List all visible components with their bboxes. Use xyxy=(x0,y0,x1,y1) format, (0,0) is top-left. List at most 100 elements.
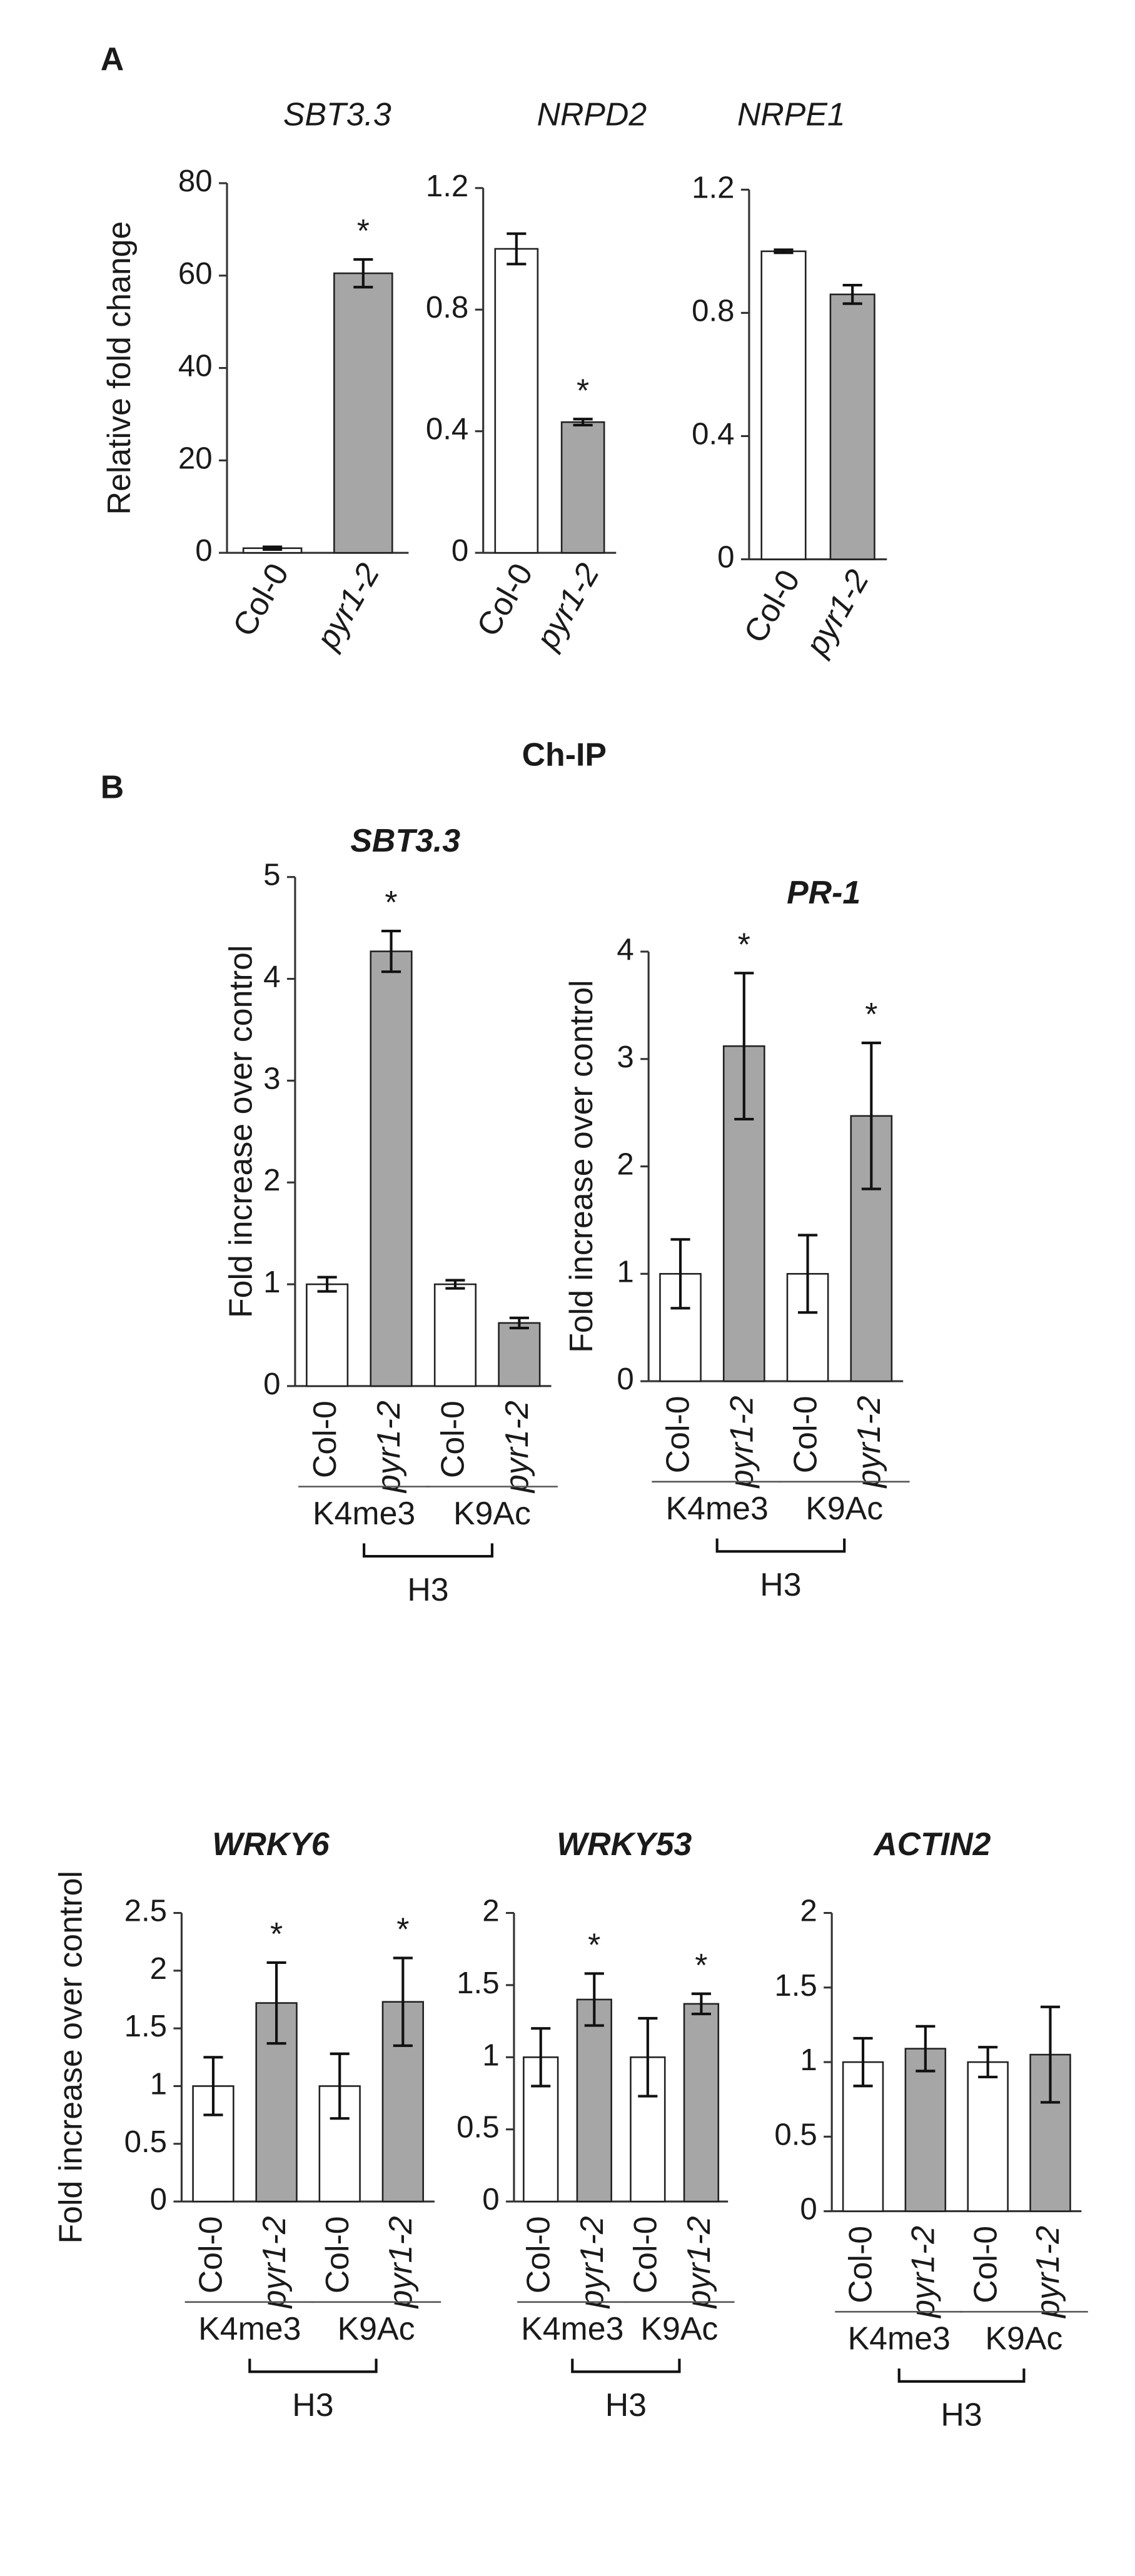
group-label: K4me3 xyxy=(848,2320,951,2357)
y-tick-label: 1.5 xyxy=(457,1966,499,2000)
significance-mark: * xyxy=(385,884,397,920)
x-tick-label: pyr1-2 xyxy=(498,1401,535,1494)
chart-title: PR-1 xyxy=(787,874,860,910)
y-tick-label: 0.8 xyxy=(692,293,734,328)
chart-title: ACTIN2 xyxy=(872,1826,991,1862)
bracket-label: H3 xyxy=(407,1571,448,1607)
bracket-label: H3 xyxy=(760,1566,801,1602)
y-tick-label: 0.8 xyxy=(426,290,468,325)
x-tick-label: pyr1-2 xyxy=(308,557,386,656)
y-tick-label: 0 xyxy=(717,540,734,575)
x-tick-label: pyr1-2 xyxy=(680,2216,717,2309)
bar xyxy=(683,2003,720,2203)
significance-mark: * xyxy=(588,1927,600,1963)
y-tick-label: 40 xyxy=(178,349,213,383)
bar xyxy=(498,1322,541,1387)
group-label: K4me3 xyxy=(666,1490,769,1526)
x-tick-label: pyr1-2 xyxy=(1029,2226,1066,2319)
y-tick-label: 0 xyxy=(263,1367,280,1401)
y-tick-label: 4 xyxy=(617,932,633,967)
significance-mark: * xyxy=(396,1911,409,1948)
group-label: K9Ac xyxy=(640,2310,718,2347)
y-tick-label: 0.5 xyxy=(124,2125,167,2159)
y-tick-label: 1.5 xyxy=(124,2009,167,2043)
group-bracket xyxy=(897,2368,1026,2383)
y-tick-label: 1 xyxy=(617,1254,633,1289)
group-label: K4me3 xyxy=(313,1495,415,1531)
x-tick-label: pyr1-2 xyxy=(528,557,606,656)
bar xyxy=(760,250,807,560)
y-axis-label: Fold increase over control xyxy=(52,1871,88,2243)
group-label: K9Ac xyxy=(805,1490,883,1526)
x-tick-label: Col-0 xyxy=(737,563,807,648)
y-tick-label: 0.5 xyxy=(457,2110,499,2145)
group-label: K9Ac xyxy=(985,2320,1062,2357)
y-axis-label: Fold increase over control xyxy=(223,945,259,1318)
y-tick-label: 20 xyxy=(178,441,213,475)
group-label: K4me3 xyxy=(521,2310,623,2347)
significance-mark: * xyxy=(270,1916,283,1952)
chart-title: NRPD2 xyxy=(537,96,647,132)
x-tick-label: Col-0 xyxy=(319,2216,355,2293)
bracket-label: H3 xyxy=(292,2387,333,2423)
y-axis-label: Relative fold change xyxy=(101,221,137,515)
bar xyxy=(370,950,413,1387)
x-tick-label: Col-0 xyxy=(842,2226,879,2303)
significance-mark: * xyxy=(865,996,877,1032)
x-tick-label: Col-0 xyxy=(627,2216,663,2293)
y-tick-label: 2 xyxy=(617,1147,633,1182)
y-tick-label: 4 xyxy=(263,960,280,994)
x-tick-label: Col-0 xyxy=(193,2216,229,2293)
x-tick-label: pyr1-2 xyxy=(370,1401,406,1494)
bar xyxy=(576,1998,612,2203)
y-tick-label: 5 xyxy=(263,858,280,892)
x-tick-label: pyr1-2 xyxy=(256,2216,292,2309)
y-tick-label: 0 xyxy=(482,2182,499,2216)
x-tick-label: Col-0 xyxy=(787,1396,823,1473)
y-tick-label: 0.4 xyxy=(692,416,734,451)
x-tick-label: Col-0 xyxy=(225,557,295,642)
y-tick-label: 0 xyxy=(195,533,212,568)
y-tick-label: 0 xyxy=(451,533,468,568)
chart-title: SBT3.3 xyxy=(350,822,460,858)
y-tick-label: 3 xyxy=(263,1061,280,1095)
y-tick-label: 1.2 xyxy=(692,170,734,204)
x-tick-label: pyr1-2 xyxy=(723,1396,759,1489)
group-bracket xyxy=(248,2358,378,2373)
y-tick-label: 2 xyxy=(800,1894,817,1928)
panel-label: A xyxy=(101,41,124,77)
significance-mark: * xyxy=(577,372,589,408)
x-tick-label: Col-0 xyxy=(660,1396,696,1473)
y-axis-label: Fold increase over control xyxy=(563,980,599,1352)
bar xyxy=(433,1283,477,1387)
y-tick-label: 1 xyxy=(482,2038,499,2072)
group-bracket xyxy=(715,1538,846,1553)
y-tick-label: 2 xyxy=(482,1894,499,1928)
y-tick-label: 60 xyxy=(178,256,213,291)
bracket-label: H3 xyxy=(605,2387,647,2423)
bar xyxy=(560,421,605,554)
y-tick-label: 1.2 xyxy=(426,169,468,203)
y-tick-label: 80 xyxy=(178,164,213,198)
bar xyxy=(829,293,875,560)
x-tick-label: pyr1-2 xyxy=(797,563,875,662)
heading: Ch-IP xyxy=(522,737,607,773)
y-tick-label: 1.5 xyxy=(774,1968,817,2003)
chart-title: SBT3.3 xyxy=(283,96,391,132)
panel-label: B xyxy=(101,768,124,805)
x-tick-label: pyr1-2 xyxy=(850,1396,887,1489)
x-tick-label: pyr1-2 xyxy=(382,2216,418,2309)
group-bracket xyxy=(363,1543,494,1558)
y-tick-label: 1 xyxy=(150,2066,167,2101)
y-tick-label: 1 xyxy=(263,1265,280,1299)
y-tick-label: 0.5 xyxy=(774,2117,817,2151)
chart-title: NRPE1 xyxy=(737,96,845,132)
x-tick-label: Col-0 xyxy=(520,2216,556,2293)
group-label: K9Ac xyxy=(453,1495,531,1531)
y-tick-label: 0 xyxy=(617,1362,633,1396)
significance-mark: * xyxy=(738,927,750,963)
y-tick-label: 2 xyxy=(150,1951,167,1986)
bar xyxy=(904,2048,947,2212)
